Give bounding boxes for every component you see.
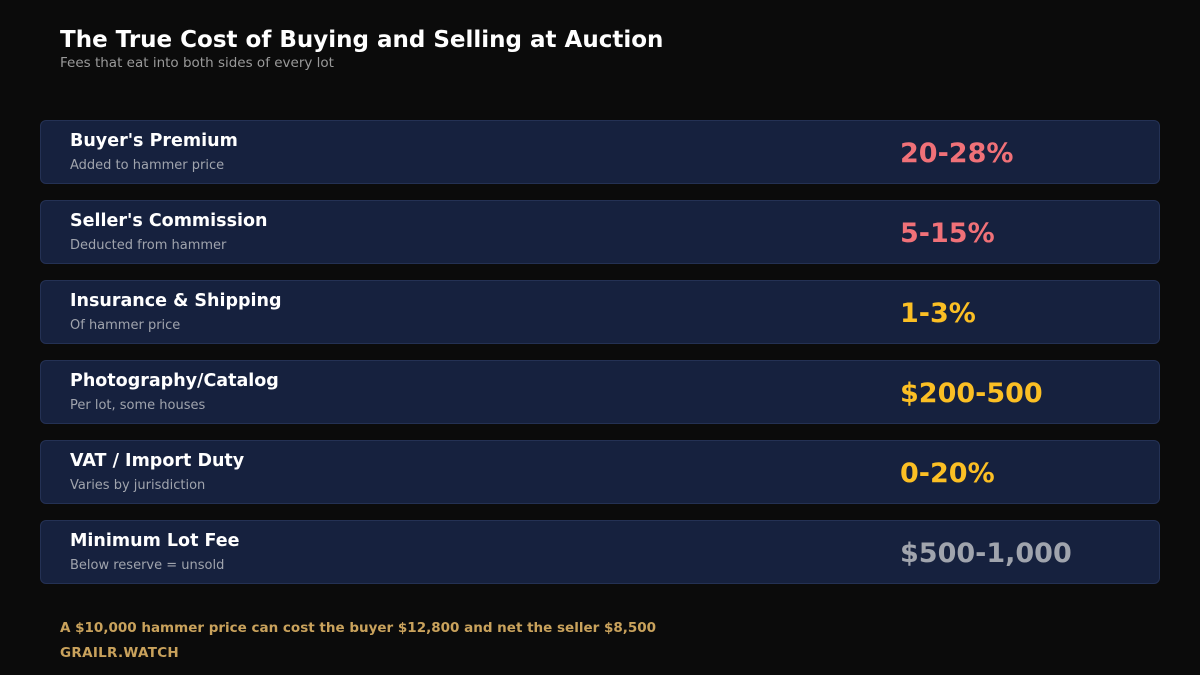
fee-row-sellers-commission: Seller's Commission Deducted from hammer…	[40, 200, 1160, 264]
page-subtitle: Fees that eat into both sides of every l…	[60, 55, 334, 71]
fee-label: Buyer's Premium	[70, 131, 238, 151]
fee-label: Minimum Lot Fee	[70, 531, 240, 551]
page-title: The True Cost of Buying and Selling at A…	[60, 27, 664, 53]
fee-note: Added to hammer price	[70, 158, 225, 173]
fee-row-buyers-premium: Buyer's Premium Added to hammer price 20…	[40, 120, 1160, 184]
fee-row-vat-import-duty: VAT / Import Duty Varies by jurisdiction…	[40, 440, 1160, 504]
brand-logo: GRAILR.WATCH	[60, 645, 180, 661]
fee-label: VAT / Import Duty	[70, 451, 245, 471]
fee-note: Deducted from hammer	[70, 238, 227, 253]
fee-value: 1-3%	[900, 298, 976, 329]
fee-note: Below reserve = unsold	[70, 558, 225, 573]
fee-label: Seller's Commission	[70, 211, 268, 231]
fee-row-insurance-shipping: Insurance & Shipping Of hammer price 1-3…	[40, 280, 1160, 344]
fee-label: Insurance & Shipping	[70, 291, 282, 311]
fee-list: Buyer's Premium Added to hammer price 20…	[40, 120, 1160, 600]
fee-note: Varies by jurisdiction	[70, 478, 206, 493]
fee-value: 5-15%	[900, 218, 995, 249]
fee-value: $200-500	[900, 378, 1043, 409]
fee-value: $500-1,000	[900, 538, 1072, 569]
fee-value: 0-20%	[900, 458, 995, 489]
footer-note: A $10,000 hammer price can cost the buye…	[60, 620, 657, 636]
fee-note: Of hammer price	[70, 318, 181, 333]
fee-value: 20-28%	[900, 138, 1014, 169]
fee-label: Photography/Catalog	[70, 371, 279, 391]
fee-row-photography-catalog: Photography/Catalog Per lot, some houses…	[40, 360, 1160, 424]
fee-row-minimum-lot-fee: Minimum Lot Fee Below reserve = unsold $…	[40, 520, 1160, 584]
fee-note: Per lot, some houses	[70, 398, 206, 413]
